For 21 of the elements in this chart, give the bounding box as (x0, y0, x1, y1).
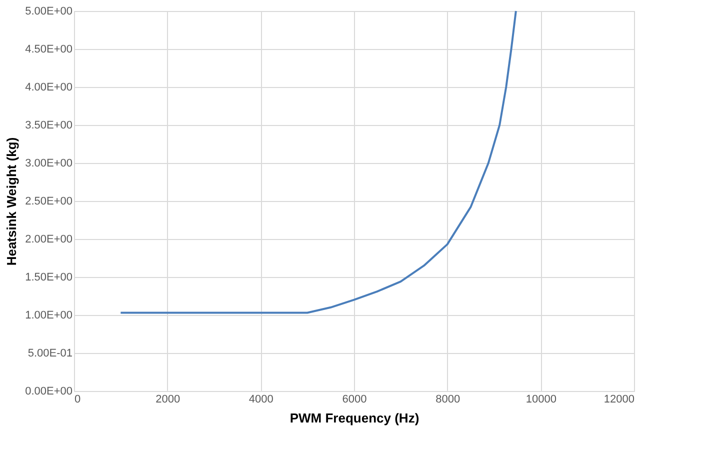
x-tick-label: 6000 (342, 394, 367, 406)
x-tick-label: 2000 (156, 394, 180, 406)
y-tick-label: 2.00E+00 (25, 234, 72, 246)
line-series (120, 10, 517, 314)
y-tick-label: 4.00E+00 (25, 82, 72, 94)
y-axis-title: Heatsink Weight (kg) (4, 137, 20, 266)
y-tick-label: 0.00E+00 (25, 386, 72, 398)
y-tick-label: 1.00E+00 (25, 310, 72, 322)
x-tick-label: 0 (74, 394, 81, 406)
y-tick-label: 3.50E+00 (25, 120, 72, 132)
x-tick-label: 4000 (248, 394, 274, 406)
x-axis-title: PWM Frequency (Hz) (290, 410, 420, 426)
y-tick-label: 5.00E+00 (25, 6, 72, 18)
y-tick-label: 4.50E+00 (25, 44, 72, 56)
y-tick-label: 5.00E-01 (28, 348, 72, 360)
y-tick-label: 1.50E+00 (25, 272, 72, 284)
y-tick-label: 3.00E+00 (25, 158, 72, 170)
x-tick-label: 8000 (436, 394, 460, 406)
y-tick-label: 2.50E+00 (25, 196, 72, 208)
x-tick-label: 12000 (604, 394, 634, 406)
x-tick-label: 10000 (526, 394, 556, 406)
